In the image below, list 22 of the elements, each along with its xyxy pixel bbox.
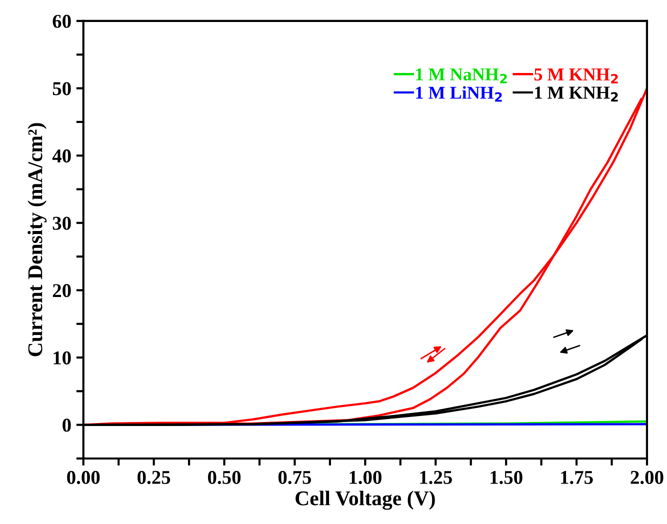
- legend-label: 1 M LiNH$_{2}$: [416, 86, 502, 102]
- legend-label: 5 M KNH$_{2}$: [534, 68, 618, 84]
- y-tick-label: 60: [52, 14, 71, 28]
- y-tick-label: 20: [52, 284, 71, 298]
- x-tick-label: 0.25: [138, 470, 170, 484]
- y-tick-label: 10: [54, 351, 71, 364]
- y-tick-label: 50: [52, 82, 71, 96]
- x-tick-label: 1.25: [420, 470, 452, 484]
- x-axis-title: Cell Voltage (V): [296, 490, 435, 510]
- x-tick-label: 0.50: [208, 470, 241, 484]
- x-tick-label: 0.00: [67, 470, 100, 484]
- x-tick-label: 0.75: [278, 470, 312, 484]
- y-axis-title: Current Density (mA/cm²): [28, 123, 47, 356]
- x-tick-label: 1.50: [490, 470, 522, 484]
- y-tick-label: 0: [62, 418, 71, 432]
- x-tick-label: 2.00: [630, 470, 664, 484]
- legend-label: 1 M KNH$_{2}$: [535, 86, 618, 102]
- x-tick-label: 1.00: [350, 470, 382, 484]
- y-tick-label: 30: [52, 216, 71, 230]
- y-tick-label: 40: [52, 149, 71, 163]
- x-tick-label: 1.75: [561, 470, 593, 484]
- legend-label: 1 M NaNH$_{2}$: [416, 68, 507, 84]
